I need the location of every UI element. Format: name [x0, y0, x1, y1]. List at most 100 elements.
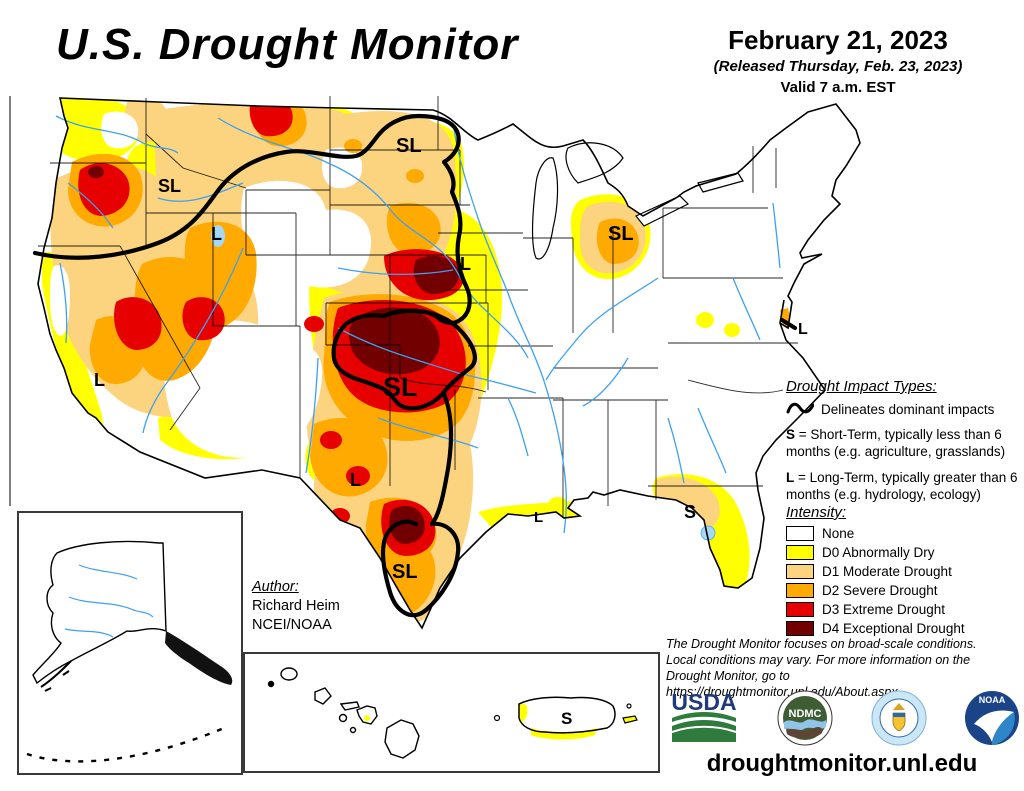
- impact-label-sl: SL: [396, 135, 422, 157]
- alaska-outline: [32, 540, 167, 685]
- drought-region-d4: [413, 255, 459, 294]
- svg-text:NDMC: NDMC: [789, 708, 822, 720]
- impact-delineation-line: [331, 308, 477, 411]
- drought-region-d0: [724, 323, 740, 337]
- impact-delineation-line: [380, 391, 461, 618]
- hawaii-islands: [267, 667, 420, 759]
- drought-region-none: [241, 180, 372, 289]
- impact-label-l: L: [798, 321, 808, 338]
- maui-d0-patch: [364, 715, 370, 721]
- impact-label-s: S: [684, 502, 696, 522]
- usda-logo: USDA: [671, 690, 737, 742]
- impact-label-l: L: [350, 470, 361, 490]
- ndmc-logo: NDMC: [777, 690, 833, 746]
- drought-region-d0: [696, 312, 714, 328]
- page-title: U.S. Drought Monitor: [56, 20, 519, 69]
- impact-label-l: L: [460, 254, 471, 274]
- drought-region-d2: [596, 218, 639, 264]
- impact-types-heading: Drought Impact Types:: [786, 378, 937, 395]
- aleutian-islands: [26, 724, 230, 763]
- drought-region-d3: [304, 316, 324, 332]
- delineation-squiggle-icon: [786, 400, 815, 419]
- alaska-panhandle: [165, 631, 233, 685]
- drought-region-none: [101, 111, 139, 149]
- lake-huron: [565, 142, 624, 184]
- legend-row-d2: D2 Severe Drought: [786, 583, 1022, 598]
- drought-region-d2: [386, 202, 441, 255]
- drought-region-d4: [349, 307, 440, 375]
- state-borders: [38, 96, 798, 518]
- impact-label-sl: SL: [608, 223, 634, 245]
- lakes-layer: [211, 142, 744, 541]
- us-drought-map: SL L L SL L SL L SL SL L S L: [8, 88, 868, 648]
- author-org: NCEI/NOAA: [252, 616, 332, 633]
- logo-row: USDA NDMC NOAA: [668, 690, 1020, 746]
- swatch-d4: [786, 621, 814, 636]
- drought-region-d0: [478, 310, 496, 326]
- swatch-d1: [786, 564, 814, 579]
- noaa-logo: NOAA: [964, 691, 1019, 745]
- drought-region-none: [50, 265, 70, 336]
- impact-lines-layer: [32, 113, 798, 618]
- svg-text:USDA: USDA: [671, 690, 736, 715]
- drought-region-d3: [114, 297, 162, 350]
- lake-ontario: [697, 172, 744, 193]
- intensity-legend: Intensity: None D0 Abnormally Dry D1 Mod…: [786, 504, 1022, 640]
- impact-types-legend: Drought Impact Types: Delineates dominan…: [786, 378, 1022, 513]
- impact-label-l: L: [211, 224, 222, 244]
- drought-region-d0: [794, 288, 828, 304]
- drought-region-d3: [249, 98, 293, 137]
- mona-island: [493, 714, 501, 722]
- alaska-peninsula: [40, 660, 72, 692]
- pr-d0-south: [531, 728, 597, 740]
- drought-region-d0: [548, 497, 568, 511]
- aleutians-inset: [17, 714, 243, 775]
- swatch-d2: [786, 583, 814, 598]
- short-term-definition: S = Short-Term, typically less than 6 mo…: [786, 427, 1006, 459]
- intensity-heading: Intensity:: [786, 504, 847, 521]
- pr-impact-label: S: [561, 709, 572, 728]
- impact-delineation-line: [32, 113, 472, 326]
- pr-d0-west: [519, 703, 528, 722]
- delineates-label: Delineates dominant impacts: [821, 402, 995, 417]
- author-block: Author: Richard Heim NCEI/NOAA: [252, 578, 340, 635]
- drought-region-d3: [320, 431, 370, 524]
- puerto-rico-inset: S: [481, 652, 660, 773]
- swatch-none: [786, 526, 814, 541]
- impact-label-sl: SL: [383, 372, 418, 402]
- great-salt-lake: [211, 225, 225, 247]
- swatch-d3: [786, 602, 814, 617]
- disclaimer: The Drought Monitor focuses on broad-sca…: [666, 637, 977, 699]
- valid-time: Valid 7 a.m. EST: [780, 78, 896, 96]
- drought-region-d2: [344, 139, 424, 183]
- drought-patches-layer: [42, 98, 828, 625]
- dept-of-commerce-logo: [871, 690, 927, 746]
- legend-row-none: None: [786, 526, 1022, 541]
- release-date: (Released Thursday, Feb. 23, 2023): [713, 57, 963, 75]
- hawaii-inset: [243, 652, 483, 773]
- alaska-rivers: [64, 564, 154, 638]
- legend-row-d3: D3 Extreme Drought: [786, 602, 1022, 617]
- impact-label-l: L: [94, 370, 105, 390]
- lake-erie: [635, 195, 690, 227]
- impact-delineation-line: [779, 317, 798, 331]
- map-date: February 21, 2023: [728, 25, 948, 55]
- drought-region-d4: [389, 505, 425, 544]
- drought-region-d0: [632, 186, 652, 202]
- drought-region-d4: [88, 166, 104, 178]
- vieques-island: [622, 715, 638, 724]
- author-heading: Author:: [252, 579, 299, 595]
- legend-row-d0: D0 Abnormally Dry: [786, 545, 1022, 560]
- alaska-inset: [17, 511, 243, 716]
- culebra-island: [626, 703, 632, 709]
- impact-label-l: L: [534, 509, 543, 526]
- lake-michigan: [531, 157, 559, 260]
- date-block: February 21, 2023 (Released Thursday, Fe…: [656, 26, 1020, 96]
- impact-label-sl: SL: [392, 561, 418, 583]
- puerto-rico-outline: [518, 696, 616, 734]
- legend-row-d1: D1 Moderate Drought: [786, 564, 1022, 579]
- impact-label-sl: SL: [158, 176, 181, 196]
